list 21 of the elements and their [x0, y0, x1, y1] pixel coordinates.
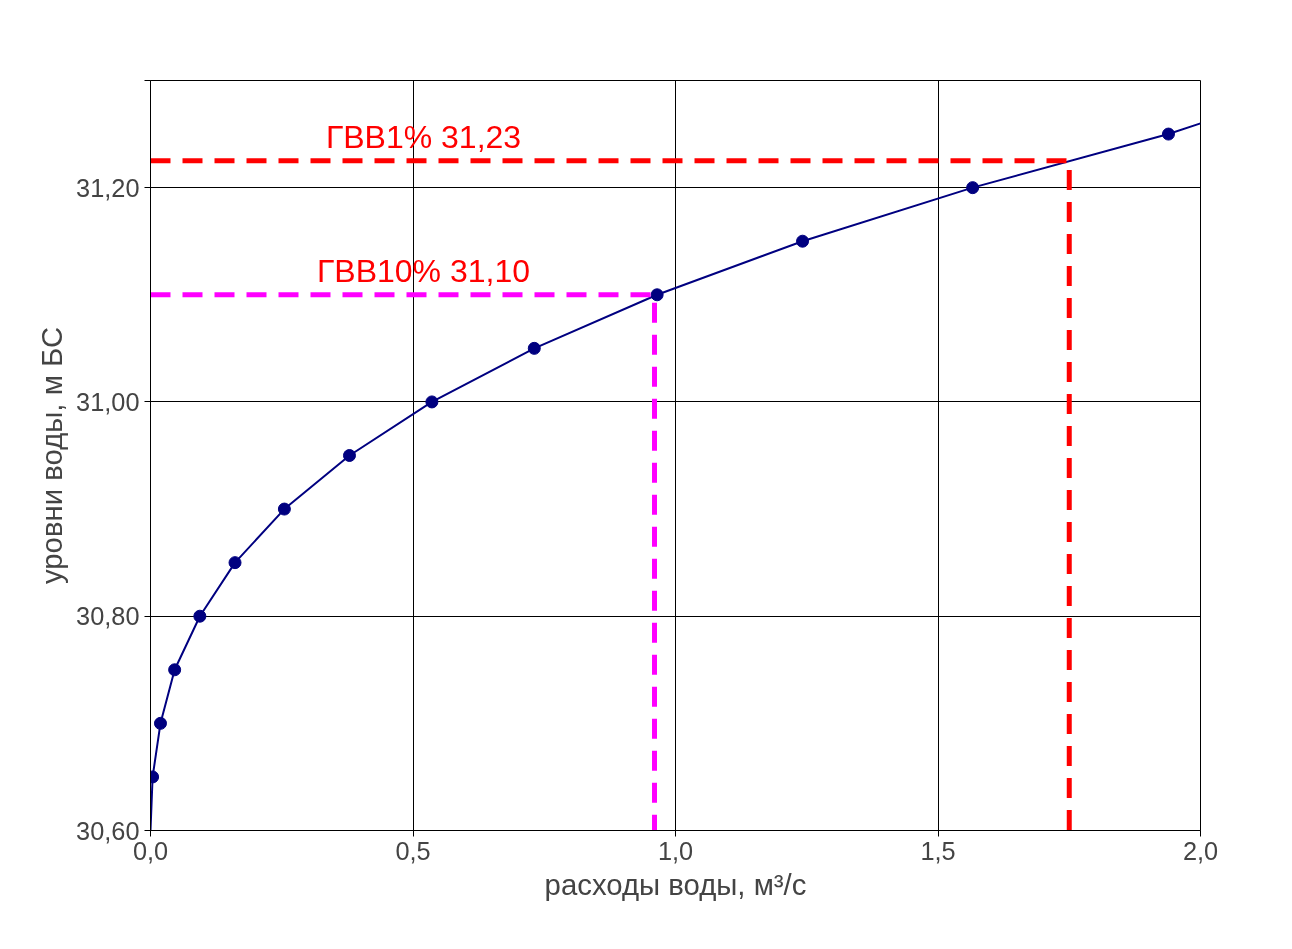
point — [228, 556, 242, 570]
point — [153, 716, 167, 730]
y-tick-label: 31,20 — [76, 173, 140, 202]
point — [277, 502, 291, 516]
x-tick-label: 1,5 — [920, 836, 956, 865]
point — [425, 395, 439, 409]
y-tick-label: 30,80 — [76, 602, 140, 631]
point — [193, 609, 207, 623]
x-tick-label: 1,0 — [657, 836, 694, 865]
y-tick-label: 31,00 — [76, 387, 140, 416]
point — [342, 449, 356, 462]
point — [1161, 127, 1175, 141]
x-axis-title: расходы воды, м³/с — [544, 867, 807, 901]
point — [527, 341, 541, 355]
point — [650, 288, 664, 302]
x-tick-label: 0,5 — [395, 836, 431, 865]
point — [966, 181, 980, 195]
point — [796, 234, 810, 248]
y-axis-title: уровни воды, м БС — [35, 326, 69, 585]
x-tick-label: 2,0 — [1182, 836, 1219, 865]
point — [168, 663, 182, 677]
